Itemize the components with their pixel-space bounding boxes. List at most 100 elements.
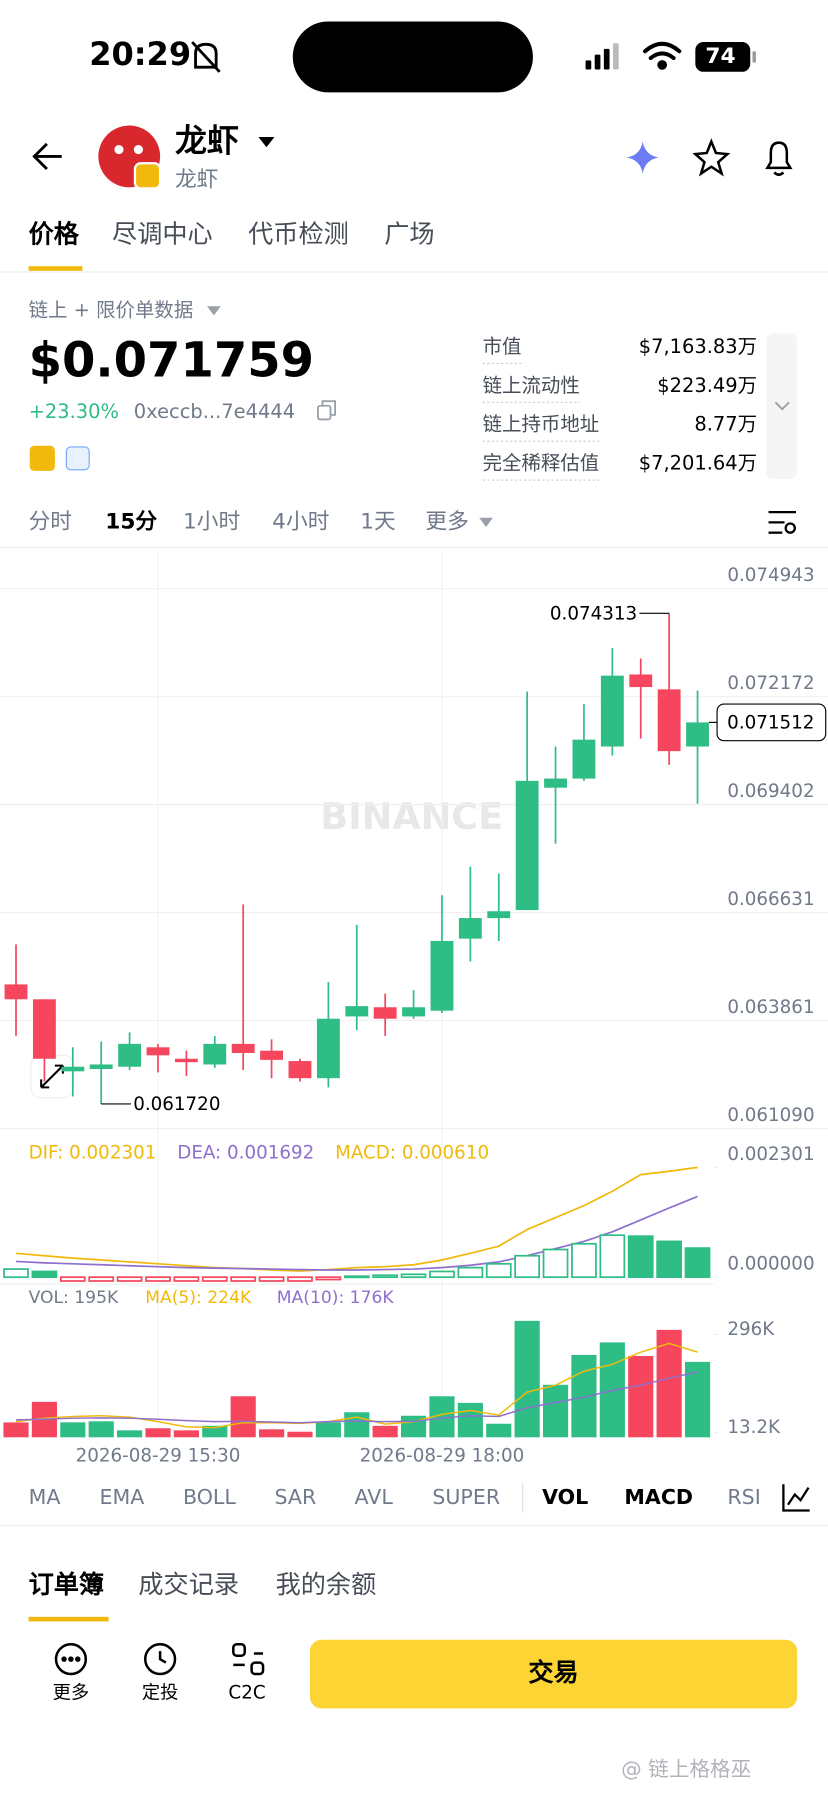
price: $0.071759 [29,332,315,388]
indicator[interactable]: VOL [542,1485,588,1509]
stat-label: 市值 [483,335,522,358]
tab[interactable]: 尽调中心 [112,219,213,248]
indicator[interactable]: BOLL [183,1485,236,1509]
data-source-dropdown[interactable] [207,306,221,316]
timeframe[interactable]: 分时 [29,509,72,534]
candle-body [686,722,709,747]
expand-chart[interactable] [30,1054,74,1099]
trade-button-label[interactable]: 交易 [528,1658,578,1687]
contract-address: 0xeccb...7e4444 [134,400,295,423]
indicator[interactable]: MACD [624,1485,693,1509]
ai-button[interactable] [626,141,659,174]
candle-body [544,778,567,788]
volume-bar [372,1425,398,1438]
volume-ma-line [15,1342,698,1429]
copy-button[interactable] [317,400,337,421]
stats-expand[interactable] [766,333,798,479]
data-source[interactable]: 链上 + 限价单数据 [29,298,194,321]
favorite-button[interactable] [692,138,731,177]
token-dropdown[interactable] [258,136,275,148]
candle-body [373,1007,397,1019]
candle-body [316,1018,340,1079]
back-button[interactable] [32,142,62,171]
stat-label: 完全稀释估值 [483,452,600,475]
candle-body [345,1006,369,1017]
stats-expand-chevron [774,401,790,411]
y-tick-label: 0.072172 [727,673,814,694]
volume-bar [486,1423,512,1438]
y-tick-label: 0.000000 [727,1254,814,1275]
indicator[interactable]: AVL [355,1485,394,1509]
token-subtitle: 龙虾 [175,167,218,192]
indicator[interactable]: SAR [274,1485,316,1509]
timeframe[interactable]: 1天 [360,509,396,534]
volume-bar [628,1355,654,1438]
platform-badge [65,446,90,471]
macd-bar [485,1262,512,1279]
annotation: 0.074313 [550,603,637,624]
tab[interactable]: 价格 [29,219,80,248]
volume-bar [145,1428,171,1438]
candle-body [203,1043,227,1065]
bottom-tab[interactable]: 订单簿 [29,1570,104,1599]
tab-underline [28,266,83,271]
y-tick-label: 296K [727,1319,775,1340]
trade-button[interactable] [309,1639,798,1709]
macd-bar [656,1240,683,1279]
tab[interactable]: 广场 [384,219,434,248]
timeframe[interactable]: 更多 [425,509,468,534]
action-label[interactable]: 更多 [53,1682,90,1703]
macd-bar [258,1276,285,1282]
legend: MACD: 0.000610 [335,1143,489,1164]
volume-bar [514,1320,540,1438]
alert-button[interactable] [765,141,793,176]
volume-bar [259,1429,285,1438]
macd-line [15,1166,698,1272]
timeframe[interactable]: 1小时 [183,509,240,534]
action-label[interactable]: C2C [228,1682,265,1703]
action-label[interactable]: 定投 [142,1682,179,1703]
indicator-settings[interactable] [782,1484,810,1512]
macd-bar [571,1242,597,1279]
battery-level: 74 [705,44,735,69]
macd-bar [230,1276,257,1282]
macd-bar [372,1274,399,1279]
bottom-tab[interactable]: 我的余额 [276,1570,377,1599]
last-price-box [716,703,827,742]
token-avatar [98,125,162,190]
x-tick-label: 2026-08-29 18:00 [360,1446,525,1467]
y-tick-label: 0.002301 [727,1144,814,1165]
volume-bar [230,1396,256,1438]
tab[interactable]: 代币检测 [248,219,349,248]
timeframe[interactable]: 15分 [105,509,157,534]
candle-body [118,1043,142,1067]
indicator[interactable]: SUPER [432,1485,500,1509]
candle-body [402,1007,426,1017]
candle-body [231,1043,255,1054]
stat-label: 链上流动性 [483,374,580,397]
mute-icon [191,41,221,73]
chart-settings[interactable] [768,510,796,534]
candle-body [174,1058,198,1063]
volume-bar [117,1430,143,1438]
candle-body [4,984,28,1000]
indicator[interactable]: EMA [99,1485,144,1509]
candle-body [89,1064,113,1070]
chart-watermark: BINANCE [320,795,503,838]
macd-bar [457,1266,484,1279]
bottom-tab[interactable]: 成交记录 [138,1570,239,1599]
indicator[interactable]: MA [29,1485,61,1509]
candle-body [657,689,681,752]
timeframe[interactable]: 4小时 [272,509,329,534]
indicator[interactable]: RSI [727,1485,760,1509]
stat-value: 8.77万 [694,413,757,436]
y-tick-label: 0.063861 [727,997,814,1018]
stat-value: $223.49万 [657,374,757,397]
x-tick-label: 2026-08-29 15:30 [76,1446,241,1467]
credit: @ 链上格格巫 [621,1757,751,1781]
y-tick-label: 0.069402 [727,781,814,802]
more-dropdown[interactable] [479,517,493,527]
macd-bar [116,1276,143,1282]
last-price: 0.071512 [727,713,814,734]
